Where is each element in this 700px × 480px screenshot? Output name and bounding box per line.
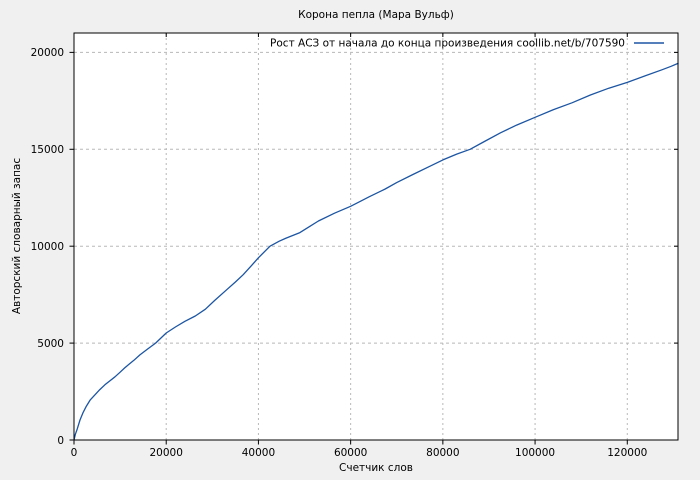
- x-tick-label: 40000: [242, 447, 275, 459]
- grid-lines: [74, 33, 678, 440]
- y-tick-label: 10000: [31, 241, 64, 253]
- series-line: [73, 62, 679, 441]
- tick-labels: 0 20000 40000 60000 80000 100000 120000 0 5000 10…: [31, 47, 648, 459]
- y-tick-label: 20000: [31, 47, 64, 59]
- y-tick-label: 0: [57, 435, 64, 447]
- x-tick-label: 0: [71, 447, 78, 459]
- y-tick-label: 15000: [31, 144, 64, 156]
- plot-border: [73, 32, 679, 441]
- plot-area: [74, 33, 678, 440]
- y-tick-label: 5000: [37, 338, 64, 350]
- x-tick-label: 80000: [426, 447, 459, 459]
- y-axis-label: Авторский словарный запас: [11, 158, 23, 315]
- x-tick-label: 100000: [515, 447, 555, 459]
- x-tick-label: 120000: [607, 447, 647, 459]
- x-axis-label: Счетчик слов: [339, 462, 413, 474]
- x-tick-label: 60000: [334, 447, 367, 459]
- axis-ticks: [69, 33, 678, 445]
- x-tick-label: 20000: [150, 447, 183, 459]
- chart-title: Корона пепла (Мара Вульф): [298, 9, 454, 21]
- legend-label: Рост АСЗ от начала до конца произведения…: [270, 38, 625, 50]
